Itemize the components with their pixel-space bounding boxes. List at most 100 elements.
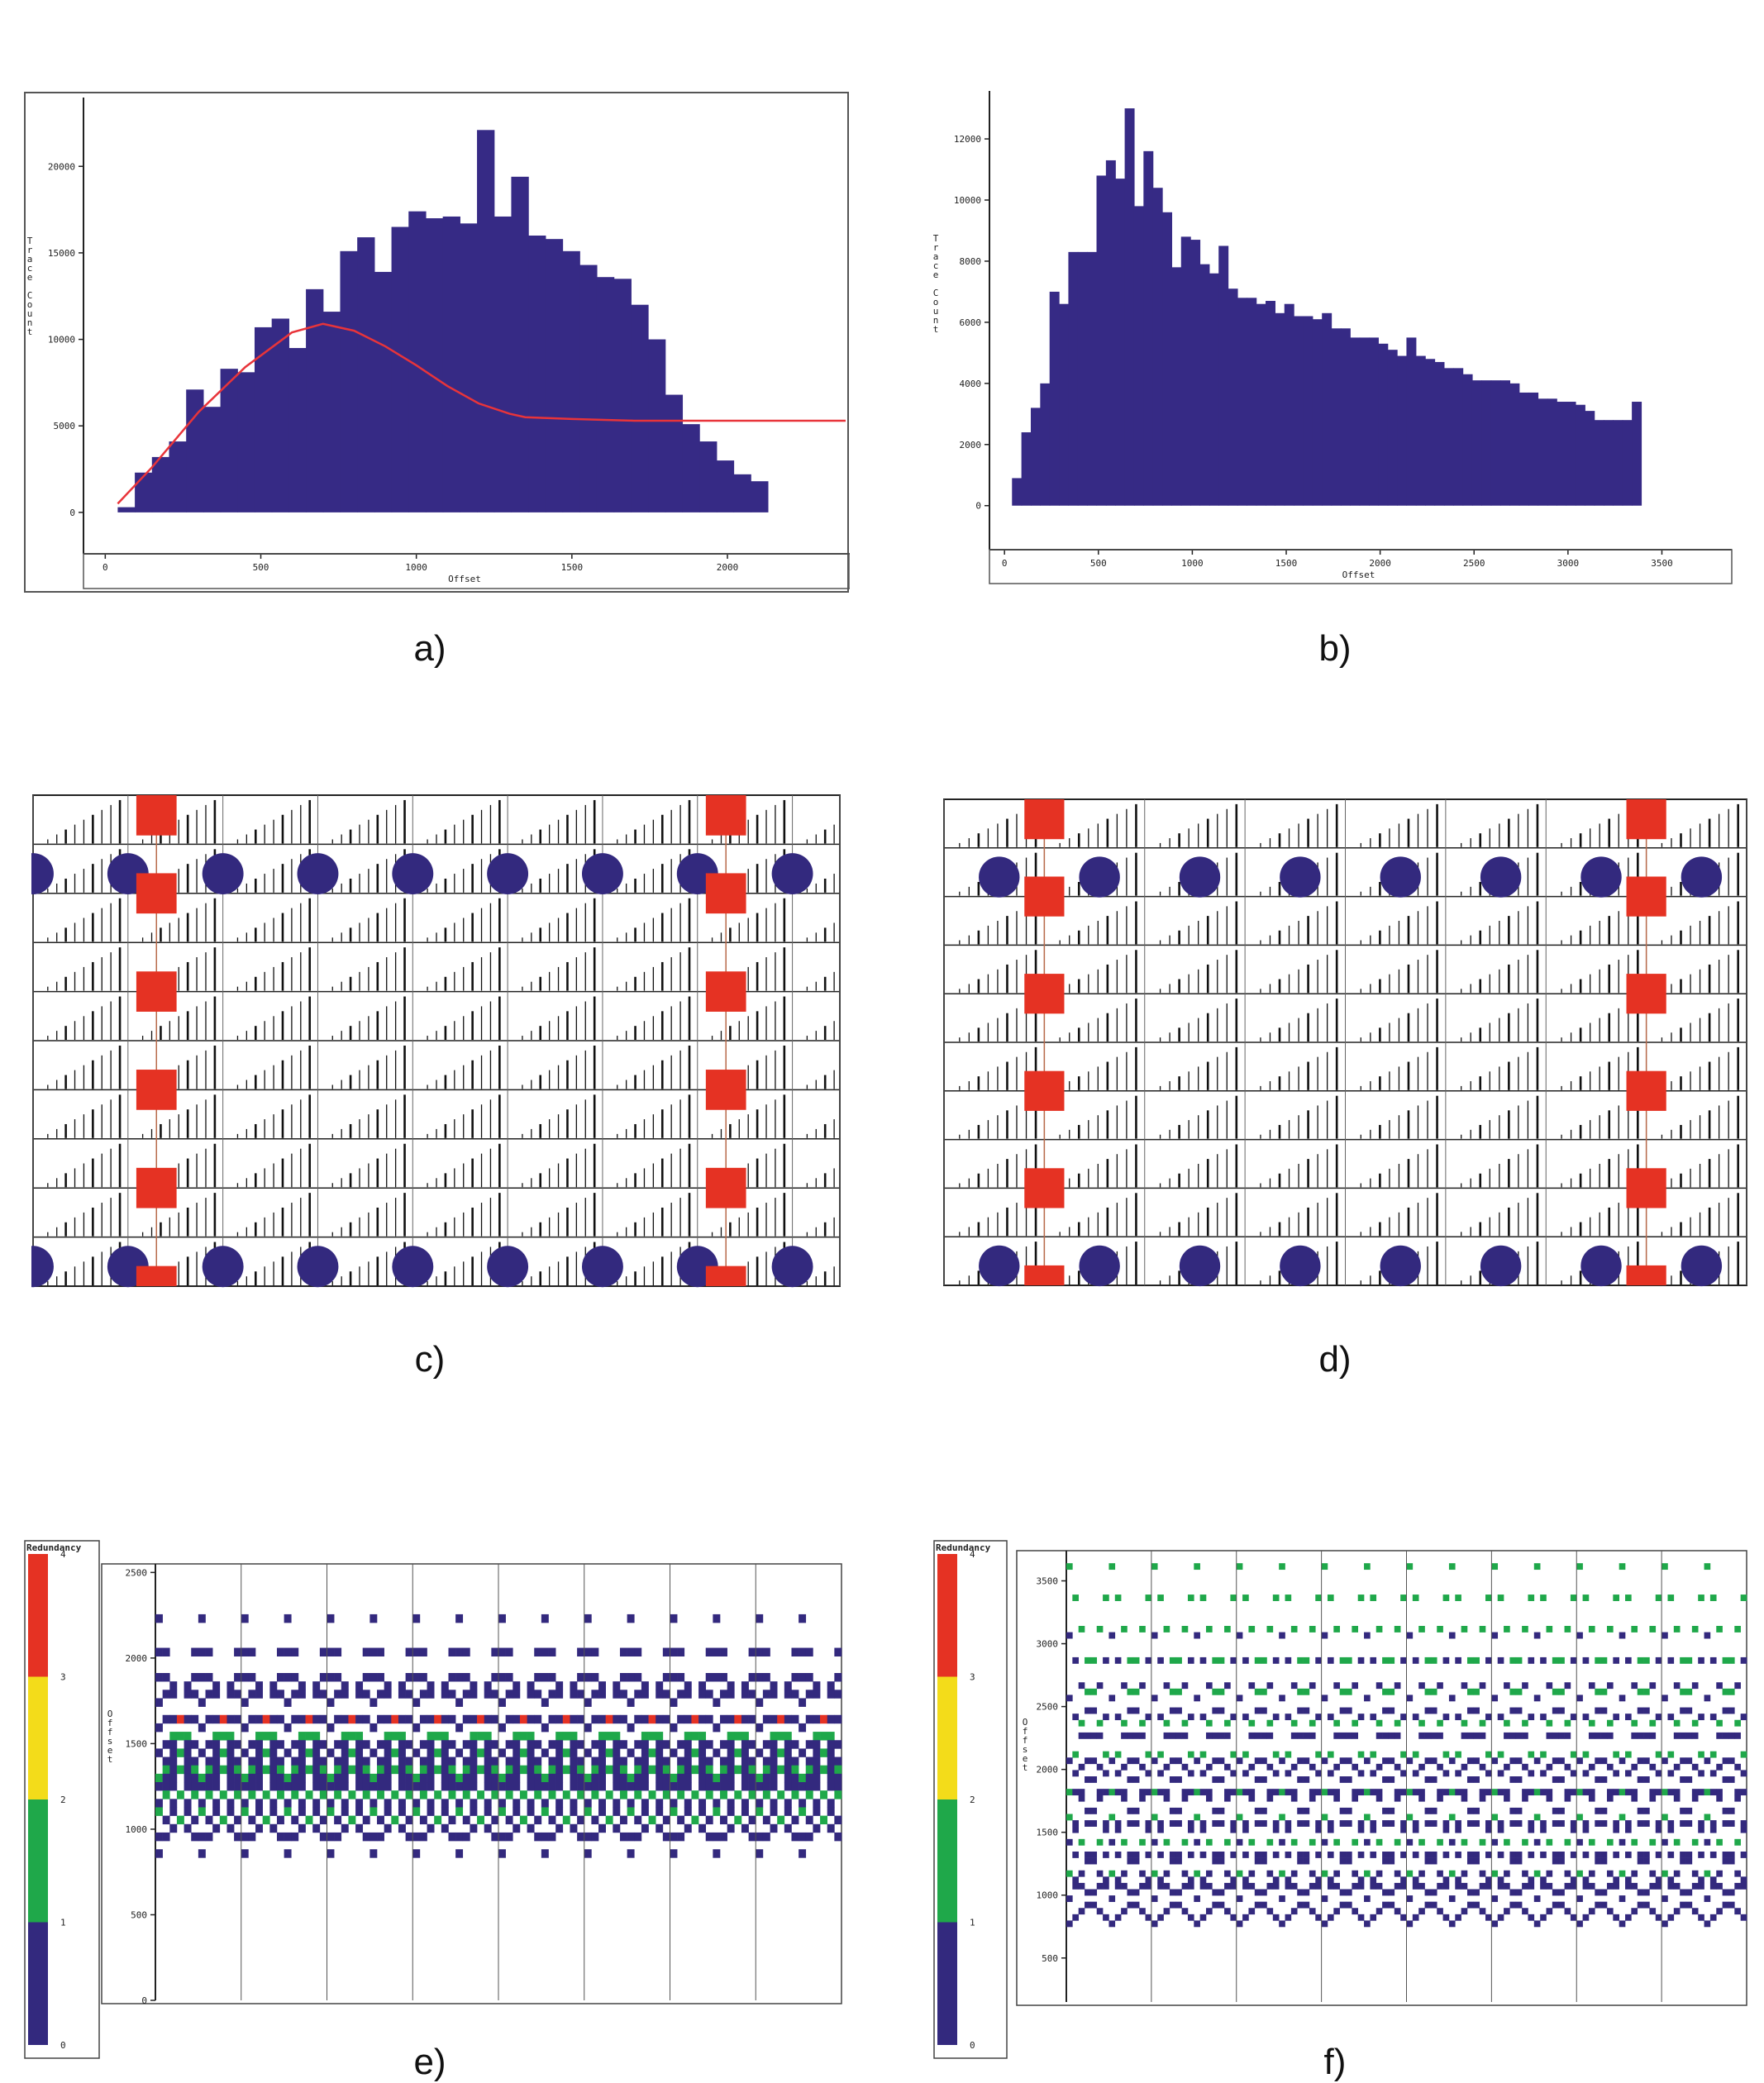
histogram-bar: [1049, 291, 1060, 506]
redundancy-cell: [1412, 1882, 1419, 1890]
redundancy-cell: [1096, 1732, 1104, 1739]
redundancy-cell: [1303, 1732, 1310, 1739]
redundancy-cell: [305, 1732, 313, 1741]
redundancy-cell: [1728, 1901, 1735, 1909]
redundancy-cell: [1169, 1820, 1176, 1827]
redundancy-cell: [720, 1815, 727, 1825]
redundancy-cell: [234, 1647, 242, 1656]
legend-swatch: [28, 1554, 48, 1677]
redundancy-cell: [1145, 1876, 1152, 1884]
redundancy-cell: [1132, 1852, 1140, 1858]
redundancy-cell: [591, 1690, 599, 1699]
redundancy-cell: [355, 1807, 364, 1816]
redundancy-cell: [169, 1714, 178, 1724]
redundancy-cell: [498, 1748, 506, 1757]
redundancy-cell: [713, 1807, 721, 1816]
redundancy-cell: [1290, 1682, 1298, 1690]
redundancy-cell: [1248, 1719, 1256, 1727]
redundancy-cell: [577, 1714, 585, 1724]
redundancy-cell: [670, 1782, 678, 1791]
redundancy-cell: [1346, 1776, 1352, 1783]
redundancy-cell: [484, 1799, 492, 1808]
redundancy-cell: [1740, 1852, 1747, 1858]
redundancy-cell: [1357, 1656, 1365, 1664]
redundancy-cell: [341, 1690, 349, 1699]
source-point: [487, 1246, 529, 1288]
redundancy-cell: [1540, 1594, 1547, 1601]
redundancy-cell: [1315, 1826, 1322, 1833]
redundancy-cell: [562, 1732, 570, 1741]
histogram-bar: [1500, 380, 1511, 506]
redundancy-cell: [1637, 1901, 1644, 1909]
legend-swatch: [937, 1676, 957, 1799]
redundancy-cell: [791, 1815, 799, 1825]
redundancy-cell: [1151, 1757, 1158, 1765]
redundancy-cell: [1072, 1876, 1079, 1884]
redundancy-cell: [727, 1732, 735, 1741]
redundancy-cell: [670, 1673, 678, 1682]
redundancy-cell: [1418, 1682, 1425, 1690]
redundancy-cell: [341, 1799, 349, 1808]
redundancy-cell: [1582, 1820, 1590, 1827]
redundancy-cell: [1163, 1789, 1170, 1796]
redundancy-cell: [1595, 1889, 1601, 1896]
redundancy-cell: [1375, 1882, 1383, 1890]
redundancy-cell: [1473, 1732, 1480, 1739]
redundancy-cell: [448, 1756, 456, 1766]
redundancy-cell: [1303, 1820, 1310, 1827]
redundancy-cell: [169, 1681, 178, 1690]
redundancy-cell: [627, 1698, 635, 1707]
redundancy-cell: [1169, 1776, 1176, 1783]
redundancy-cell: [641, 1681, 649, 1690]
redundancy-cell: [1321, 1814, 1328, 1821]
redundancy-cell: [1643, 1820, 1650, 1827]
redundancy-cell: [1673, 1763, 1681, 1771]
redundancy-cell: [705, 1790, 713, 1799]
redundancy-cell: [1515, 1757, 1523, 1765]
redundancy-cell: [1734, 1870, 1741, 1877]
redundancy-cell: [1698, 1820, 1704, 1827]
redundancy-cell: [462, 1773, 470, 1783]
redundancy-cell: [1388, 1656, 1395, 1664]
redundancy-cell: [1254, 1901, 1261, 1909]
redundancy-cell: [827, 1740, 835, 1749]
redundancy-cell: [791, 1756, 799, 1766]
redundancy-cell: [1691, 1882, 1699, 1890]
redundancy-cell: [1722, 1707, 1729, 1714]
redundancy-cell: [1297, 1807, 1304, 1814]
redundancy-cell: [1388, 1852, 1395, 1858]
redundancy-cell: [1212, 1901, 1219, 1909]
redundancy-cell: [1619, 1632, 1626, 1639]
redundancy-cell: [248, 1647, 256, 1656]
redundancy-cell: [741, 1823, 749, 1833]
panel-label-e: e): [413, 2042, 446, 2082]
redundancy-cell: [662, 1832, 670, 1842]
redundancy-cell: [513, 1807, 521, 1816]
redundancy-cell: [1661, 1838, 1668, 1846]
redundancy-cell: [1175, 1757, 1182, 1765]
redundancy-cell: [1552, 1807, 1559, 1814]
redundancy-cell: [756, 1799, 764, 1808]
histogram-bar: [391, 226, 409, 512]
redundancy-cell: [1085, 1732, 1091, 1739]
redundancy-cell: [684, 1823, 692, 1833]
redundancy-cell: [184, 1799, 192, 1808]
redundancy-cell: [1151, 1920, 1158, 1928]
redundancy-cell: [613, 1807, 621, 1816]
redundancy-cell: [605, 1732, 613, 1741]
redundancy-cell: [470, 1782, 478, 1791]
redundancy-cell: [448, 1765, 456, 1775]
redundancy-cell: [1114, 1594, 1122, 1601]
redundancy-cell: [613, 1756, 621, 1766]
redundancy-cell: [677, 1740, 685, 1749]
redundancy-cell: [1096, 1682, 1104, 1690]
redundancy-cell: [1199, 1656, 1207, 1664]
redundancy-cell: [284, 1773, 292, 1783]
redundancy-cell: [1357, 1789, 1365, 1796]
redundancy-cell: [1175, 1807, 1182, 1814]
redundancy-cell: [1085, 1857, 1091, 1865]
redundancy-cell: [1254, 1857, 1261, 1865]
histogram-bar: [1105, 160, 1116, 506]
redundancy-cell: [234, 1740, 242, 1749]
redundancy-cell: [1588, 1682, 1595, 1690]
